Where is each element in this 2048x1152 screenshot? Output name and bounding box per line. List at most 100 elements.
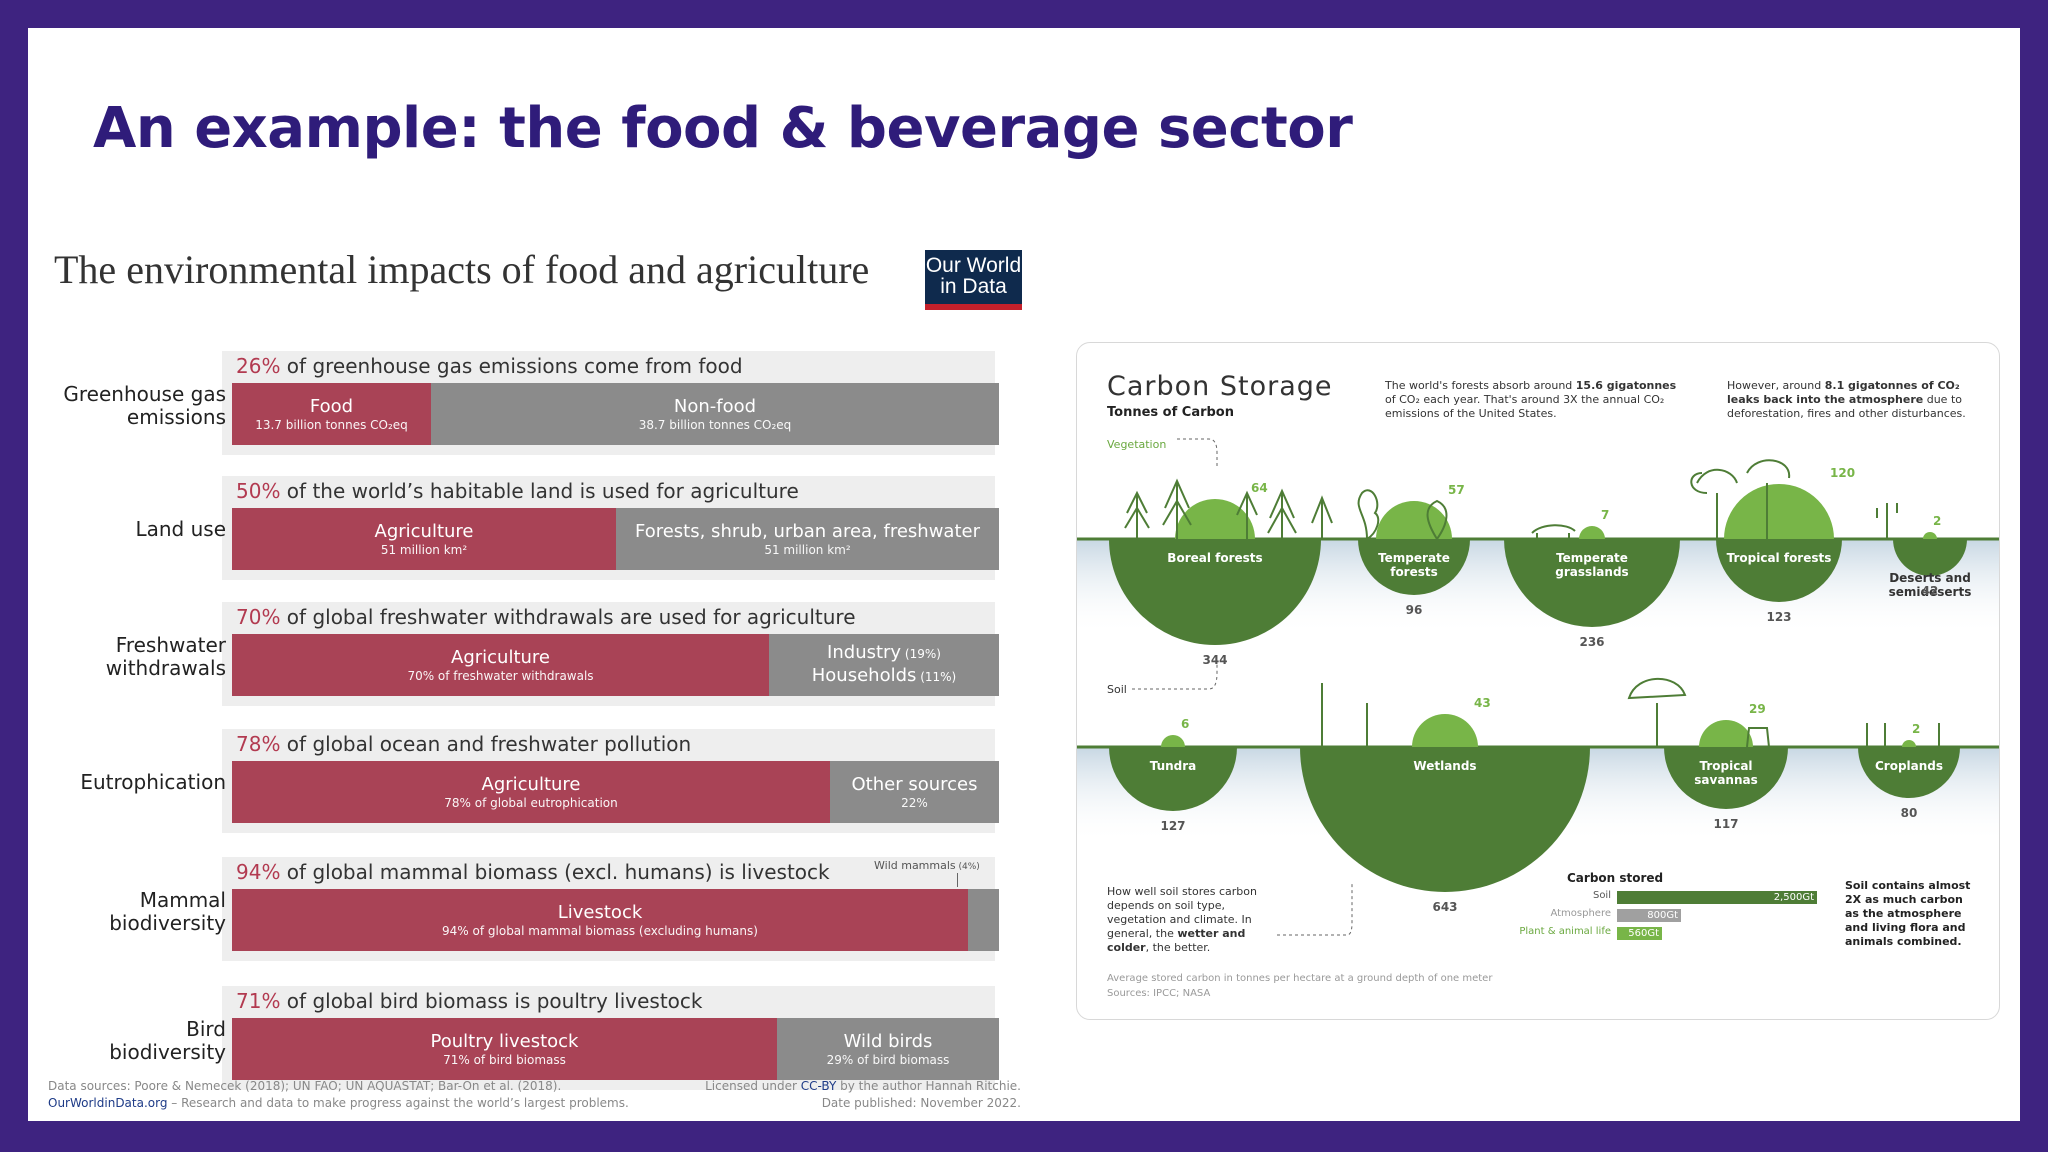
owid-infographic-title: The environmental impacts of food and ag… [54,247,870,292]
crop-icon [1866,723,1940,747]
tree-icon [1124,490,1150,539]
tree-icon [1267,488,1297,539]
soil-pointer [1132,661,1218,690]
soil-carbon-mark [1109,747,1237,811]
bar-title: Industry (19%) [827,642,941,663]
owid-row-label: Mammal biodiversity [38,889,226,935]
vegetation-value: 6 [1181,717,1190,731]
owid-bar-primary: Agriculture 70% of freshwater withdrawals [232,634,769,696]
bar-title: Wild birds [843,1030,933,1052]
biome-name: Tundra [1149,759,1197,773]
tree-icon [1746,459,1791,539]
owid-row-headline: 71% of global bird biomass is poultry li… [236,989,702,1013]
bar-subtitle: 78% of global eutrophication [444,795,618,810]
vegetation-carbon-mark [1923,532,1937,539]
soil-carbon-mark [1358,539,1470,595]
carbon-storage-illustration [1077,438,1999,936]
headline-text: of global ocean and freshwater pollution [280,732,692,756]
owid-site-tagline: – Research and data to make progress aga… [167,1096,629,1110]
carbon-stored-bar: 2,500Gt [1617,891,1817,904]
vegetation-value: 120 [1830,466,1856,480]
bar-title: Agriculture [374,520,474,542]
headline-text: of greenhouse gas emissions come from fo… [280,354,743,378]
owid-license: Licensed under CC-BY by the author Hanna… [588,1078,1021,1112]
soil-value: 123 [1766,610,1792,624]
biome-name: Tropical forests [1726,551,1832,565]
bar-subtitle: 29% of bird biomass [826,1052,950,1067]
bar-subtitle: 94% of global mammal biomass (excluding … [442,923,758,938]
soil-storage-note: How well soil stores carbon depends on s… [1107,885,1257,954]
bar-subtitle: 70% of freshwater withdrawals [407,668,594,683]
soil-value: 236 [1579,635,1605,649]
headline-percent: 26% [236,354,281,378]
soil-value: 127 [1160,819,1186,833]
owid-row-label-line: Eutrophication [80,770,226,794]
vegetation-carbon-mark [1724,484,1834,539]
owid-bar-primary: Livestock 94% of global mammal biomass (e… [232,889,968,951]
bar-title: Livestock [557,901,643,923]
vegetation-carbon-mark [1161,735,1185,747]
vegetation-value: 2 [1933,514,1942,528]
headline-percent: 70% [236,605,281,629]
owid-row-label: Eutrophication [38,771,226,794]
reed-icon [1321,683,1368,747]
tree-icon [1426,499,1448,540]
cactus-icon [1876,503,1898,539]
owid-row-label-line: biodiversity [109,1040,226,1064]
owid-row-label-line: Freshwater [115,633,226,657]
bar-subtitle: 51 million km² [764,542,851,557]
owid-logo: Our World in Data [925,250,1022,310]
soil-carbon-mark [1664,747,1788,809]
license-author: by the author Hannah Ritchie. [836,1079,1021,1093]
owid-bar-secondary: Non-food 38.7 billion tonnes CO₂eq [431,383,999,445]
tree-icon [1311,495,1333,539]
vegetation-value: 2 [1912,722,1921,736]
bar-subtitle: 71% of bird biomass [443,1052,566,1067]
bar-subtitle: 38.7 billion tonnes CO₂eq [638,417,792,432]
bar-title: Forests, shrub, urban area, freshwater [635,520,980,542]
headline-text: of global bird biomass is poultry livest… [280,989,703,1013]
owid-row-label: Freshwater withdrawals [38,634,226,680]
owid-row-label-line: biodiversity [109,911,226,935]
headline-percent: 78% [236,732,281,756]
headline-percent: 94% [236,860,281,884]
owid-site-link[interactable]: OurWorldinData.org [48,1096,168,1110]
owid-bar-primary: Poultry livestock 71% of bird biomass [232,1018,777,1080]
vegetation-pointer [1177,438,1218,468]
carbon-stored-label: Soil [1592,890,1611,901]
soil-carbon-mark [1300,747,1590,892]
bar-title: Other sources [851,773,978,795]
soil-carbon-mark [1716,539,1842,602]
slide: An example: the food & beverage sector T… [28,28,2020,1121]
vegetation-carbon-mark [1699,720,1753,747]
biome-name: Boreal forests [1167,551,1263,565]
forest-leak-note: However, around 8.1 gigatonnes of CO₂ le… [1727,379,1966,420]
vegetation-carbon-mark [1175,499,1255,539]
owid-row-headline: 50% of the world’s habitable land is use… [236,479,799,503]
vegetation-value: 29 [1749,702,1766,716]
license-ccby-link[interactable]: CC-BY [800,1079,837,1093]
owid-row-label: Land use [38,518,226,541]
vegetation-drawings [1124,459,1940,748]
owid-bar-secondary: Industry (19%) Households (11%) [769,634,999,696]
owid-bar-secondary: Other sources 22% [830,761,999,823]
owid-row-headline: 26% of greenhouse gas emissions come fro… [236,354,743,378]
forest-absorption-note: The world's forests absorb around 15.6 g… [1385,379,1677,420]
carbon-footnote: Average stored carbon in tonnes per hect… [1107,973,1493,984]
owid-row-label: Greenhouse gas emissions [38,383,226,429]
owid-bar-secondary [968,889,999,951]
antelope-icon [1746,727,1770,748]
vegetation-label: Vegetation [1107,438,1167,451]
bar-title: Non-food [673,395,757,417]
tree-icon [1357,489,1380,540]
vegetation-carbon-mark [1376,501,1452,539]
soil-label: Soil [1107,683,1127,696]
vegetation-value: 64 [1251,481,1268,495]
date-published: Date published: November 2022. [821,1096,1021,1110]
owid-row-label-line: Bird [186,1017,226,1041]
biome-layer [1109,484,1967,892]
soil-value: 117 [1713,817,1739,831]
owid-bar-primary: Agriculture 78% of global eutrophication [232,761,830,823]
carbon-storage-title: Carbon Storage [1107,371,1333,402]
carbon-stored-title: Carbon stored [1567,871,1664,885]
